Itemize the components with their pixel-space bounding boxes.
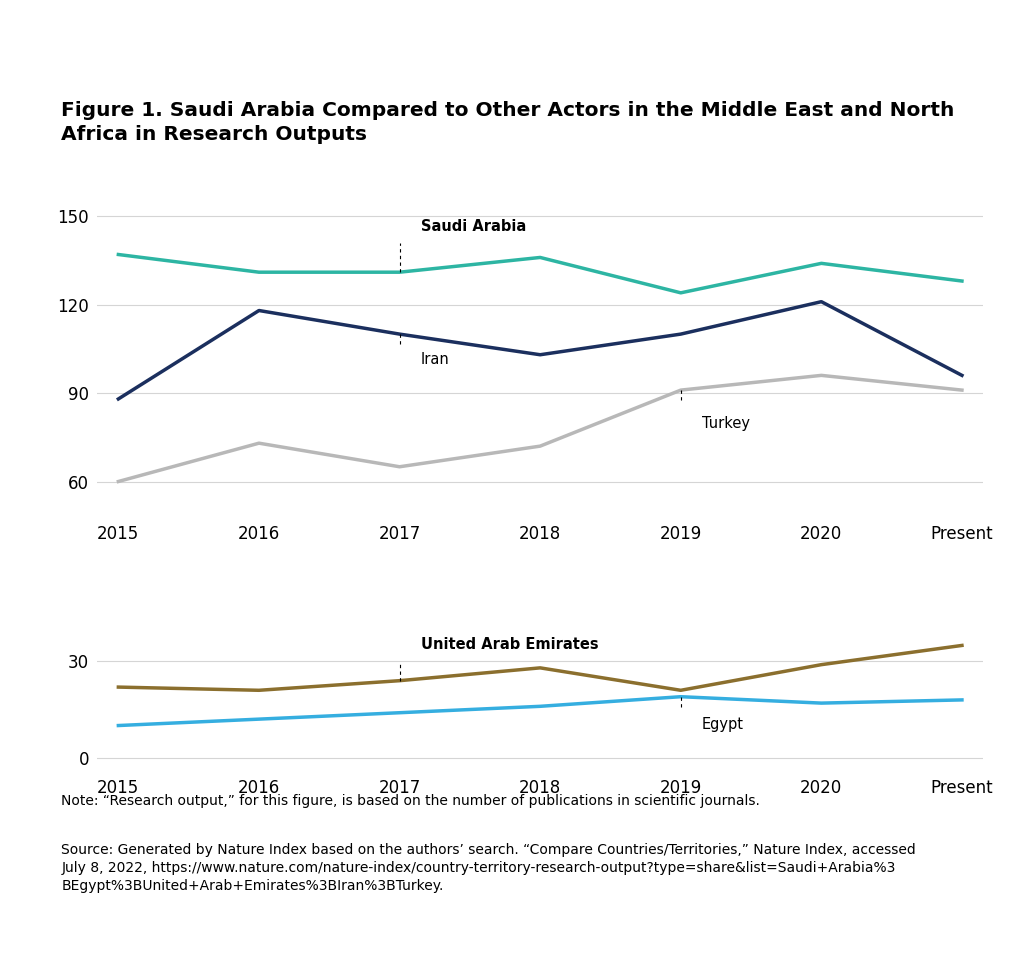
Text: United Arab Emirates: United Arab Emirates <box>421 637 598 652</box>
Text: Figure 1. Saudi Arabia Compared to Other Actors in the Middle East and North
Afr: Figure 1. Saudi Arabia Compared to Other… <box>61 101 954 144</box>
Text: Egypt: Egypt <box>701 716 743 732</box>
Text: Saudi Arabia: Saudi Arabia <box>421 219 526 234</box>
Text: Note: “Research output,” for this figure, is based on the number of publications: Note: “Research output,” for this figure… <box>61 794 760 809</box>
Text: Source: Generated by Nature Index based on the authors’ search. “Compare Countri: Source: Generated by Nature Index based … <box>61 843 916 894</box>
Text: Iran: Iran <box>421 351 450 367</box>
Text: Turkey: Turkey <box>701 416 750 431</box>
